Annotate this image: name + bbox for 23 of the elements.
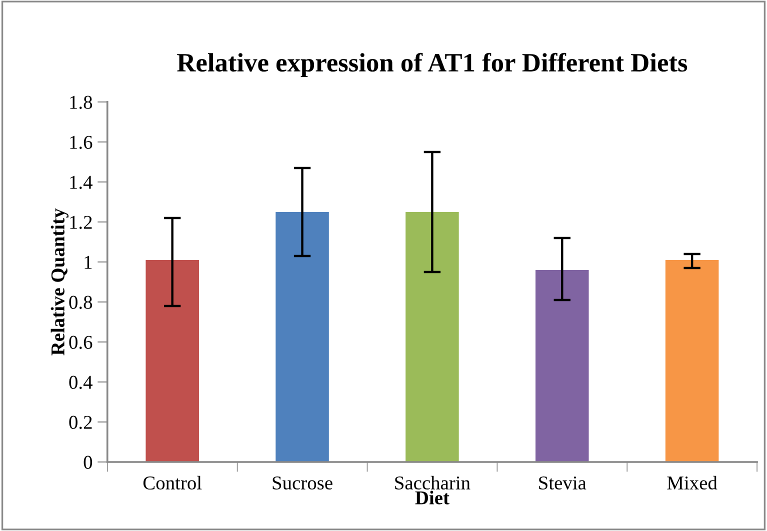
bar [276,212,329,462]
y-tick-label: 0.4 [69,376,92,389]
bar [406,212,459,462]
bar [665,260,719,462]
x-tick-label: Control [143,476,202,490]
x-tick-label: Stevia [539,476,586,490]
y-axis-title: Relative Quantity [50,208,68,356]
chart-title: Relative expression of AT1 for Different Diets [177,52,688,78]
x-tick-label: Sucrose [272,476,332,490]
y-tick-label: 0.8 [69,296,92,309]
x-axis-title: Diet [415,490,450,504]
x-tick-label: Saccharin [395,476,470,490]
bar [146,260,199,462]
y-tick-label: 0 [84,456,92,469]
y-tick-label: 1.6 [70,136,92,149]
y-tick-label: 1.8 [70,96,92,109]
y-tick-label: 1.2 [70,216,92,229]
bar [536,270,589,462]
y-tick-label: 0.6 [69,336,92,349]
y-tick-label: 1.4 [70,176,92,189]
y-tick-label: 0.2 [69,416,92,429]
y-tick-label: 1 [84,256,92,269]
x-tick-label: Mixed [667,476,718,490]
